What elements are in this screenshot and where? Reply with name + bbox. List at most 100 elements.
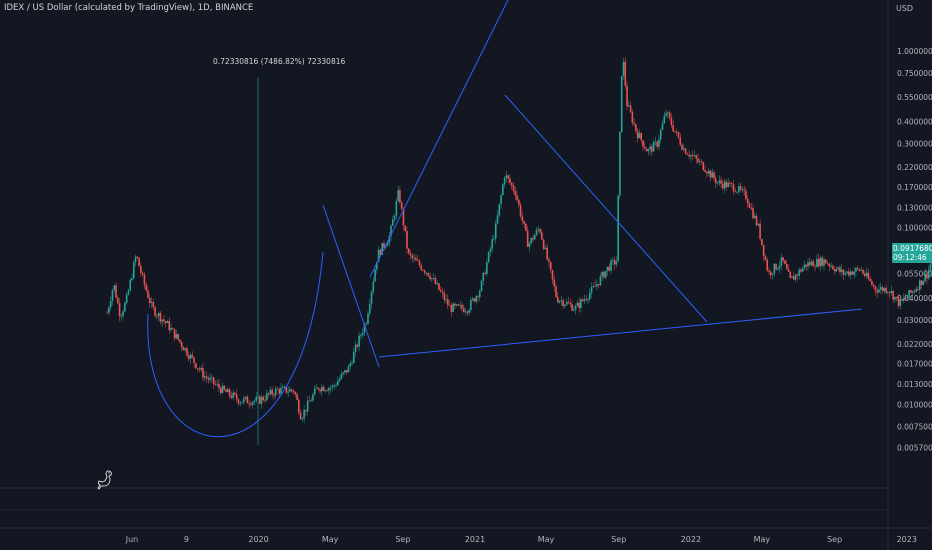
candle-body: [839, 267, 841, 273]
candle-body: [718, 180, 721, 183]
price-tick-label: 0.04000000: [897, 294, 932, 303]
candle-body: [427, 272, 430, 276]
candle-body: [227, 389, 229, 393]
candle-body: [635, 124, 637, 132]
candle-body: [541, 232, 543, 240]
candle-body: [604, 270, 607, 278]
candle-body: [837, 267, 839, 269]
candle-body: [869, 278, 871, 281]
cup-curve-drawing[interactable]: [147, 251, 324, 437]
candle-body: [234, 392, 236, 395]
candle-body: [684, 148, 687, 154]
candle-body: [374, 269, 376, 282]
candle-body: [576, 302, 579, 307]
candle-body: [890, 290, 893, 294]
candle-body: [361, 332, 364, 336]
candle-body: [706, 171, 708, 174]
candle-body: [228, 389, 231, 396]
candle-body: [683, 148, 685, 150]
candle-body: [542, 239, 545, 249]
candle-body: [927, 270, 930, 279]
price-tick-label: 0.40000000: [897, 117, 932, 126]
candle-body: [416, 260, 419, 261]
candle-body: [844, 273, 847, 275]
candle-body: [134, 256, 137, 263]
candle-body: [590, 286, 593, 293]
candle-body: [768, 270, 770, 272]
candle-body: [848, 271, 850, 276]
falling-trendline-1[interactable]: [322, 204, 380, 368]
candle-body: [826, 263, 829, 265]
candle-body: [337, 381, 339, 386]
candle-body: [782, 257, 784, 261]
candle-body: [526, 230, 529, 247]
candle-body: [594, 286, 596, 287]
candle-body: [347, 366, 350, 373]
candle-body: [335, 385, 337, 387]
candle-body: [558, 300, 561, 303]
candle-body: [292, 390, 295, 393]
price-tick-label: 0.01700000: [897, 360, 932, 369]
candle-body: [574, 306, 577, 310]
candle-body: [445, 299, 447, 300]
candle-body: [780, 257, 783, 266]
symbol-title[interactable]: IDEX / US Dollar (calculated by TradingV…: [4, 3, 254, 13]
candle-body: [145, 284, 147, 291]
candle-body: [691, 155, 694, 156]
support-trendline[interactable]: [378, 308, 863, 358]
price-axis[interactable]: 1.00000000 0.75000000 0.55000000 0.40000000…: [897, 47, 932, 452]
candle-body: [846, 271, 848, 274]
candle-body: [225, 389, 227, 393]
candle-body: [752, 207, 754, 219]
price-tick-label: 0.03000000: [897, 316, 932, 325]
candle-body: [420, 265, 423, 270]
candle-body: [317, 387, 320, 390]
price-tick-label: 0.00570000: [897, 443, 932, 452]
tradingview-dino-icon[interactable]: [97, 470, 115, 490]
trendline-drawings[interactable]: [147, 0, 863, 437]
candle-body: [179, 339, 181, 343]
candle-body: [840, 269, 843, 273]
candle-body: [255, 397, 258, 401]
candle-body: [519, 204, 522, 217]
candle-body: [606, 266, 609, 271]
candle-body: [400, 202, 403, 209]
candle-body: [191, 354, 194, 358]
annotation-label: 0.72330816 (7486.82%) 72330816: [213, 57, 346, 66]
time-tick-label: 2023: [897, 535, 917, 544]
candle-body: [140, 266, 142, 274]
candle-body: [470, 299, 472, 310]
price-tick-label: 0.02200000: [897, 340, 932, 349]
candle-body: [548, 259, 550, 262]
candle-body: [824, 259, 827, 264]
candle-body: [475, 296, 478, 302]
candle-body: [645, 148, 648, 152]
candle-body: [159, 312, 162, 322]
time-tick-label: 9: [184, 535, 189, 544]
candle-body: [832, 266, 834, 270]
candle-body: [505, 175, 508, 178]
candle-body: [212, 377, 215, 384]
rising-trendline[interactable]: [369, 0, 509, 278]
candle-body: [667, 112, 669, 114]
candle-body: [610, 260, 612, 271]
candle-body: [205, 376, 208, 379]
candle-body: [555, 286, 557, 297]
time-tick-label: Sep: [827, 535, 842, 544]
candle-body: [661, 123, 664, 130]
candle-body: [748, 203, 751, 208]
falling-trendline-2[interactable]: [504, 94, 708, 323]
candle-body: [918, 280, 921, 290]
candle-body: [388, 236, 391, 244]
candle-body: [587, 299, 589, 300]
candle-body: [285, 386, 288, 393]
candle-body: [778, 265, 781, 269]
candle-body: [596, 284, 598, 287]
time-axis[interactable]: Jun92020MaySep2021MaySep2022MaySep2023Ma…: [125, 535, 932, 544]
candle-body: [867, 272, 870, 279]
candle-body: [549, 261, 552, 270]
candle-body: [429, 275, 431, 280]
candle-body: [739, 186, 742, 190]
